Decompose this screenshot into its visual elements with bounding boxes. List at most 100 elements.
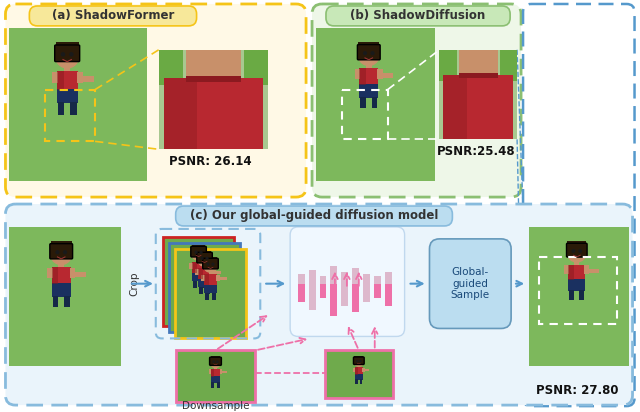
Bar	[52, 283, 70, 297]
FancyBboxPatch shape	[54, 45, 79, 62]
Bar	[440, 50, 456, 81]
Bar	[359, 84, 378, 98]
Bar	[52, 296, 58, 307]
Bar	[186, 76, 241, 82]
Bar	[366, 65, 372, 69]
Bar	[382, 73, 394, 78]
Bar	[325, 350, 393, 398]
Bar	[198, 251, 211, 258]
Bar	[568, 241, 586, 250]
Bar	[204, 285, 217, 293]
Bar	[308, 270, 316, 284]
Circle shape	[56, 251, 59, 254]
Bar	[355, 69, 360, 79]
Circle shape	[195, 251, 197, 253]
Bar	[211, 356, 220, 361]
Circle shape	[51, 244, 72, 265]
Bar	[374, 284, 381, 297]
Bar	[353, 284, 359, 311]
FancyBboxPatch shape	[357, 44, 380, 60]
Circle shape	[213, 361, 214, 363]
Circle shape	[356, 360, 358, 362]
FancyBboxPatch shape	[326, 6, 510, 26]
Bar	[52, 267, 58, 284]
Bar	[56, 42, 79, 53]
Bar	[175, 249, 246, 338]
Bar	[568, 265, 585, 280]
FancyBboxPatch shape	[353, 357, 364, 365]
Bar	[211, 369, 220, 377]
Text: Crop: Crop	[130, 272, 140, 296]
Bar	[207, 265, 214, 268]
Bar	[364, 274, 371, 284]
FancyBboxPatch shape	[29, 6, 196, 26]
Bar	[330, 284, 337, 316]
Bar	[196, 260, 200, 263]
Circle shape	[371, 52, 374, 54]
Bar	[364, 370, 369, 372]
Circle shape	[56, 45, 79, 68]
Bar	[186, 50, 241, 77]
Bar	[219, 277, 227, 280]
Text: PSNR:25.48: PSNR:25.48	[437, 145, 516, 158]
Bar	[198, 268, 203, 279]
Bar	[193, 262, 196, 273]
Bar	[359, 68, 366, 85]
Text: (c) Our global-guided diffusion model: (c) Our global-guided diffusion model	[190, 209, 438, 222]
Bar	[217, 382, 220, 388]
Circle shape	[206, 258, 208, 259]
Bar	[216, 275, 220, 281]
Bar	[374, 276, 381, 284]
Bar	[298, 274, 305, 284]
Bar	[206, 287, 210, 294]
Bar	[209, 369, 211, 374]
Bar	[385, 272, 392, 284]
Bar	[316, 28, 435, 181]
FancyBboxPatch shape	[50, 243, 72, 259]
Text: (b) ShadowDiffusion: (b) ShadowDiffusion	[350, 9, 485, 22]
Bar	[163, 237, 234, 326]
Bar	[308, 284, 316, 309]
Bar	[82, 76, 94, 82]
Bar	[355, 368, 358, 375]
Text: Global-
guided
Sample: Global- guided Sample	[451, 267, 490, 300]
Bar	[568, 265, 574, 280]
Bar	[298, 284, 305, 302]
Bar	[193, 262, 205, 273]
Text: PSNR: 27.80: PSNR: 27.80	[536, 384, 618, 397]
Bar	[341, 272, 348, 284]
Bar	[459, 73, 498, 78]
Circle shape	[207, 263, 209, 265]
Circle shape	[360, 360, 361, 362]
Bar	[210, 269, 214, 275]
Bar	[200, 281, 204, 288]
Bar	[70, 103, 77, 115]
FancyBboxPatch shape	[209, 357, 221, 365]
FancyBboxPatch shape	[196, 252, 212, 263]
Bar	[355, 356, 363, 360]
Bar	[330, 266, 337, 284]
FancyBboxPatch shape	[6, 4, 306, 197]
Bar	[164, 77, 197, 149]
Bar	[201, 275, 205, 281]
Bar	[353, 368, 355, 372]
Bar	[195, 269, 199, 275]
Bar	[529, 227, 628, 366]
Circle shape	[579, 250, 582, 252]
Bar	[568, 279, 585, 291]
Bar	[192, 245, 205, 251]
Circle shape	[61, 53, 65, 56]
Bar	[57, 89, 77, 103]
Bar	[444, 75, 513, 139]
Bar	[358, 366, 360, 368]
Bar	[51, 72, 58, 82]
Bar	[459, 50, 498, 75]
Bar	[51, 241, 72, 251]
FancyBboxPatch shape	[290, 227, 404, 337]
FancyBboxPatch shape	[191, 246, 206, 257]
Bar	[204, 274, 217, 285]
Circle shape	[355, 358, 363, 366]
FancyBboxPatch shape	[203, 258, 218, 269]
Bar	[372, 97, 378, 108]
Bar	[214, 367, 217, 369]
